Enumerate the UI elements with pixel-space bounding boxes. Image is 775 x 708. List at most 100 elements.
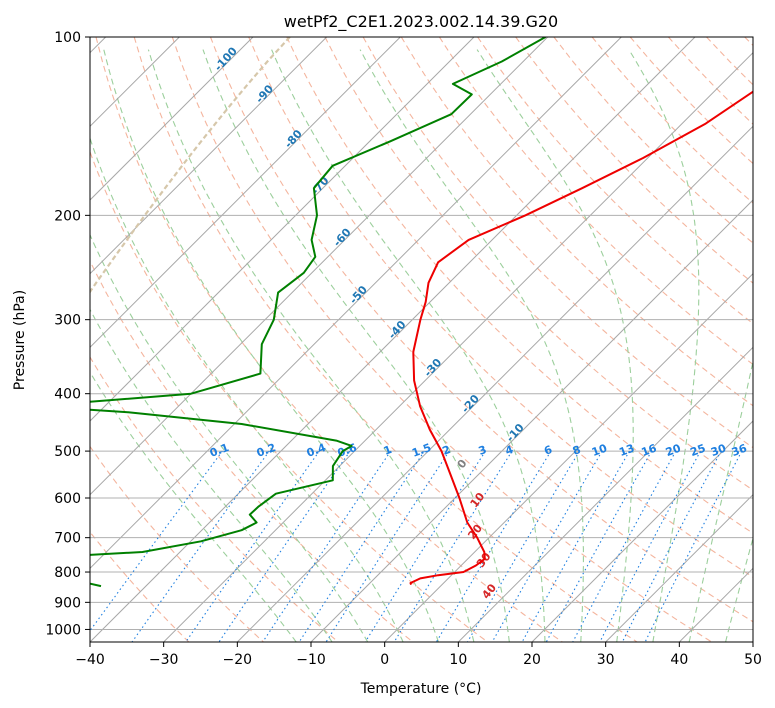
isotherm-line	[752, 641, 753, 642]
mixing-ratio-label: 36	[730, 442, 749, 460]
mixing-ratio-line	[491, 450, 603, 642]
moist-adiabat-line	[90, 371, 297, 642]
mixing-ratio-line	[90, 450, 223, 632]
mixing-ratio-label: 30	[709, 442, 728, 460]
mixing-ratio-line	[262, 450, 392, 642]
mixing-ratio-label: 10	[590, 442, 609, 460]
moist-adiabat-line	[90, 308, 333, 642]
mixing-ratio-line	[572, 450, 677, 642]
isotherm-line	[678, 567, 753, 642]
dewpoint-line	[90, 37, 546, 588]
dry-adiabat-label: -70	[309, 174, 332, 198]
isotherm-line	[90, 37, 622, 570]
chart-title: wetPf2_C2E1.2023.002.14.39.G20	[284, 12, 558, 32]
y-tick-label: 200	[54, 208, 81, 224]
mixing-ratio-line	[218, 450, 351, 642]
dry-adiabat-line	[90, 259, 414, 642]
mixing-ratio-label: 20	[664, 442, 683, 460]
y-tick-label: 300	[54, 313, 81, 329]
y-tick-label: 500	[54, 444, 81, 460]
dry-adiabat-label: -10	[504, 421, 527, 445]
moist-adiabat-label: 0	[455, 457, 470, 471]
dry-adiabat-line	[209, 37, 753, 623]
mixing-ratio-label: 6	[542, 443, 554, 458]
moist-adiabat-line	[476, 49, 634, 642]
mixing-ratio-label: 1	[382, 443, 394, 458]
dry-adiabat-line	[324, 37, 753, 491]
isotherm-line	[90, 37, 475, 422]
isotherm-line	[90, 37, 254, 201]
y-tick-label: 900	[54, 595, 81, 611]
x-tick-label: 30	[597, 652, 615, 668]
dry-adiabat-line	[171, 37, 712, 642]
x-tick-label: 40	[670, 652, 688, 668]
isotherm-line	[90, 37, 549, 496]
y-tick-label: 800	[54, 565, 81, 581]
mixing-ratio-line	[364, 450, 486, 642]
plot-frame	[89, 36, 754, 643]
mixing-ratio-label: 2	[441, 443, 453, 458]
y-tick-label: 400	[54, 387, 81, 403]
mixing-ratio-line	[467, 450, 580, 642]
moist-adiabat-line	[359, 49, 584, 642]
axes: −40 −30 −20 −10 0 10 20 30 40 5010020030040050060…	[45, 30, 762, 668]
mixing-ratio-label: 3	[477, 443, 489, 458]
dry-adiabat-label: -80	[282, 127, 305, 151]
background-lines	[90, 37, 753, 642]
mixing-ratio-line	[599, 450, 701, 642]
isotherm-line	[605, 493, 753, 642]
x-tick-label: 50	[744, 652, 762, 668]
x-tick-label: −20	[223, 652, 253, 668]
dry-adiabat-line	[90, 445, 264, 642]
isotherm-line	[90, 37, 401, 349]
x-tick-label: 20	[523, 652, 541, 668]
isotherm-line	[90, 37, 696, 642]
isotherm-line	[163, 51, 753, 642]
isotherm-line	[384, 272, 753, 642]
dry-adiabat-line	[667, 37, 753, 125]
moist-adiabat-line	[725, 536, 753, 642]
mixing-ratio-line	[435, 450, 552, 642]
mixing-ratio-label: 0.2	[255, 441, 278, 460]
y-axis-label: Pressure (hPa)	[12, 290, 28, 390]
dry-adiabat-line	[95, 37, 563, 642]
isotherm-line	[236, 125, 753, 642]
mixing-ratio-label: 1.5	[410, 441, 433, 460]
dry-adiabat-line	[133, 37, 638, 642]
dry-adiabat-line	[90, 356, 339, 642]
temperature-line	[409, 90, 753, 585]
mixing-ratio-label: 0.6	[336, 441, 359, 460]
moist-adiabat-label: 10	[468, 490, 488, 510]
moist-adiabat-line	[271, 49, 546, 642]
dry-adiabat-line	[553, 37, 753, 244]
dry-adiabat-line	[248, 37, 753, 578]
isotherm-line	[531, 420, 753, 642]
moist-adiabat-line	[202, 49, 510, 642]
x-tick-label: −30	[149, 652, 179, 668]
dry-adiabat-label: -50	[347, 283, 370, 307]
dry-adiabat-label: -40	[386, 318, 409, 342]
mixing-ratio-line	[545, 450, 653, 642]
mixing-ratio-label: 8	[571, 443, 583, 458]
dry-adiabat-label: -30	[421, 356, 444, 380]
dry-adiabat-label: -60	[331, 226, 354, 250]
profile-series	[90, 37, 753, 588]
mixing-ratio-label: 13	[617, 442, 636, 459]
y-tick-label: 100	[54, 30, 81, 46]
dry-adiabat-label: -20	[459, 392, 482, 416]
y-tick-label: 600	[54, 491, 81, 507]
moist-adiabat-line	[147, 49, 475, 642]
mixing-ratio-line	[298, 450, 425, 642]
dry-adiabat-line	[706, 37, 753, 86]
isotherm-line	[310, 199, 753, 642]
contour-labels: -100-90-80-70-60-50-40-30-20-10010203040…	[208, 44, 749, 601]
dry-adiabat-line	[591, 37, 753, 204]
isotherm-line	[90, 37, 328, 275]
y-tick-label: 700	[54, 531, 81, 547]
mixing-ratio-line	[621, 450, 722, 642]
mixing-ratio-label: 16	[640, 442, 659, 460]
mixing-ratio-label: 4	[503, 443, 515, 458]
isotherm-line	[457, 346, 753, 642]
moist-adiabat-label: 40	[479, 581, 499, 601]
moist-adiabat-line	[628, 49, 700, 642]
